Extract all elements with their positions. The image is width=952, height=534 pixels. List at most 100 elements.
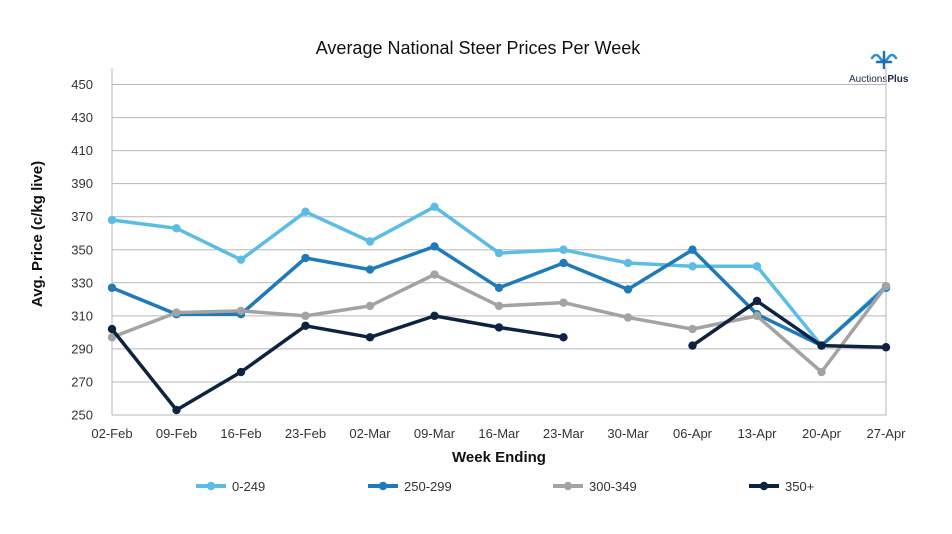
data-point: [107, 324, 117, 334]
x-tick-label: 13-Apr: [737, 426, 777, 441]
logo-icon: [870, 50, 898, 70]
series-0-249: [107, 202, 891, 350]
data-point: [365, 237, 375, 246]
y-tick-labels: 250 270 290 310 330 350 370 390 410 430 450: [71, 77, 93, 422]
logo-text-prefix: Auctions: [849, 74, 887, 85]
data-point: [301, 321, 310, 330]
y-tick-label: 410: [71, 143, 93, 158]
y-tick-label: 350: [71, 242, 93, 257]
y-tick-label: 450: [71, 77, 93, 92]
data-point: [430, 311, 439, 321]
data-point: [430, 270, 439, 279]
legend-label: 300-349: [589, 479, 637, 494]
logo-text-suffix: Plus: [887, 74, 909, 85]
data-point: [688, 341, 697, 350]
data-point: [559, 333, 568, 342]
legend-swatch-marker: [759, 481, 769, 491]
data-point: [559, 258, 568, 268]
data-point: [172, 405, 181, 415]
data-point: [688, 262, 697, 271]
y-tick-label: 370: [71, 209, 93, 224]
data-point: [365, 333, 375, 342]
data-point: [107, 283, 117, 292]
chart-title: Average National Steer Prices Per Week: [316, 38, 641, 58]
data-point: [881, 281, 891, 291]
legend: 0-249 250-299 300-349 350+: [196, 479, 814, 494]
data-point: [688, 245, 697, 254]
series-250-299: [107, 242, 891, 350]
x-tick-label: 16-Mar: [478, 426, 520, 441]
x-tick-label: 09-Feb: [156, 426, 197, 441]
legend-label: 350+: [785, 479, 814, 494]
data-point: [107, 215, 117, 225]
x-tick-label: 16-Feb: [220, 426, 261, 441]
legend-item: 300-349: [553, 479, 637, 494]
legend-swatch-marker: [378, 481, 388, 491]
data-point: [623, 285, 633, 294]
y-tick-label: 310: [71, 308, 93, 323]
y-tick-label: 270: [71, 374, 93, 389]
svg-text:AuctionsPlus: AuctionsPlus: [849, 74, 909, 85]
series-line: [110, 299, 888, 412]
legend-swatch-marker: [206, 481, 216, 491]
y-tick-label: 290: [71, 341, 93, 356]
data-point: [301, 207, 310, 216]
data-point: [752, 262, 762, 271]
x-tick-labels: 02-Feb 09-Feb 16-Feb 23-Feb 02-Mar 09-Mar 16-M…: [91, 426, 906, 441]
gridlines: [111, 68, 887, 416]
x-tick-label: 23-Feb: [285, 426, 326, 441]
data-point: [752, 311, 762, 321]
data-point: [365, 301, 375, 311]
data-point: [365, 265, 375, 274]
data-point: [107, 333, 117, 342]
data-point: [817, 341, 826, 350]
data-point: [301, 253, 310, 263]
x-tick-label: 27-Apr: [866, 426, 906, 441]
data-point: [236, 255, 246, 264]
x-tick-label: 30-Mar: [607, 426, 649, 441]
legend-item: 250-299: [368, 479, 452, 494]
x-axis-label: Week Ending: [452, 449, 546, 466]
data-point: [559, 245, 568, 254]
data-point: [236, 367, 246, 377]
data-point: [752, 296, 762, 306]
legend-item: 0-249: [196, 479, 265, 494]
y-tick-label: 250: [71, 408, 93, 423]
x-tick-label: 23-Mar: [543, 426, 585, 441]
auctionsplus-logo: AuctionsPlus: [849, 50, 909, 85]
series-300-349: [107, 270, 891, 377]
data-point: [494, 283, 504, 292]
y-axis-label: Avg. Price (c/kg live): [29, 161, 46, 307]
series-lines: [107, 202, 891, 415]
data-point: [494, 301, 504, 311]
data-point: [301, 311, 310, 321]
x-tick-label: 02-Feb: [91, 426, 132, 441]
data-point: [559, 298, 568, 307]
data-point: [623, 313, 633, 322]
series-350+: [107, 296, 891, 415]
legend-swatch-marker: [563, 481, 573, 491]
y-tick-label: 330: [71, 275, 93, 290]
data-point: [494, 248, 504, 258]
legend-item: 350+: [749, 479, 814, 494]
legend-label: 250-299: [404, 479, 452, 494]
data-point: [172, 224, 181, 233]
y-tick-label: 430: [71, 110, 93, 125]
legend-label: 0-249: [232, 479, 265, 494]
data-point: [623, 258, 633, 268]
data-point: [430, 202, 439, 211]
x-tick-label: 06-Apr: [673, 426, 713, 441]
data-point: [494, 323, 504, 332]
data-point: [881, 343, 891, 352]
data-point: [688, 324, 697, 334]
data-point: [817, 367, 826, 377]
data-point: [172, 308, 181, 317]
data-point: [430, 242, 439, 251]
data-point: [236, 306, 246, 316]
y-tick-label: 390: [71, 176, 93, 191]
x-tick-label: 02-Mar: [349, 426, 391, 441]
x-tick-label: 09-Mar: [414, 426, 456, 441]
x-tick-label: 20-Apr: [802, 426, 842, 441]
